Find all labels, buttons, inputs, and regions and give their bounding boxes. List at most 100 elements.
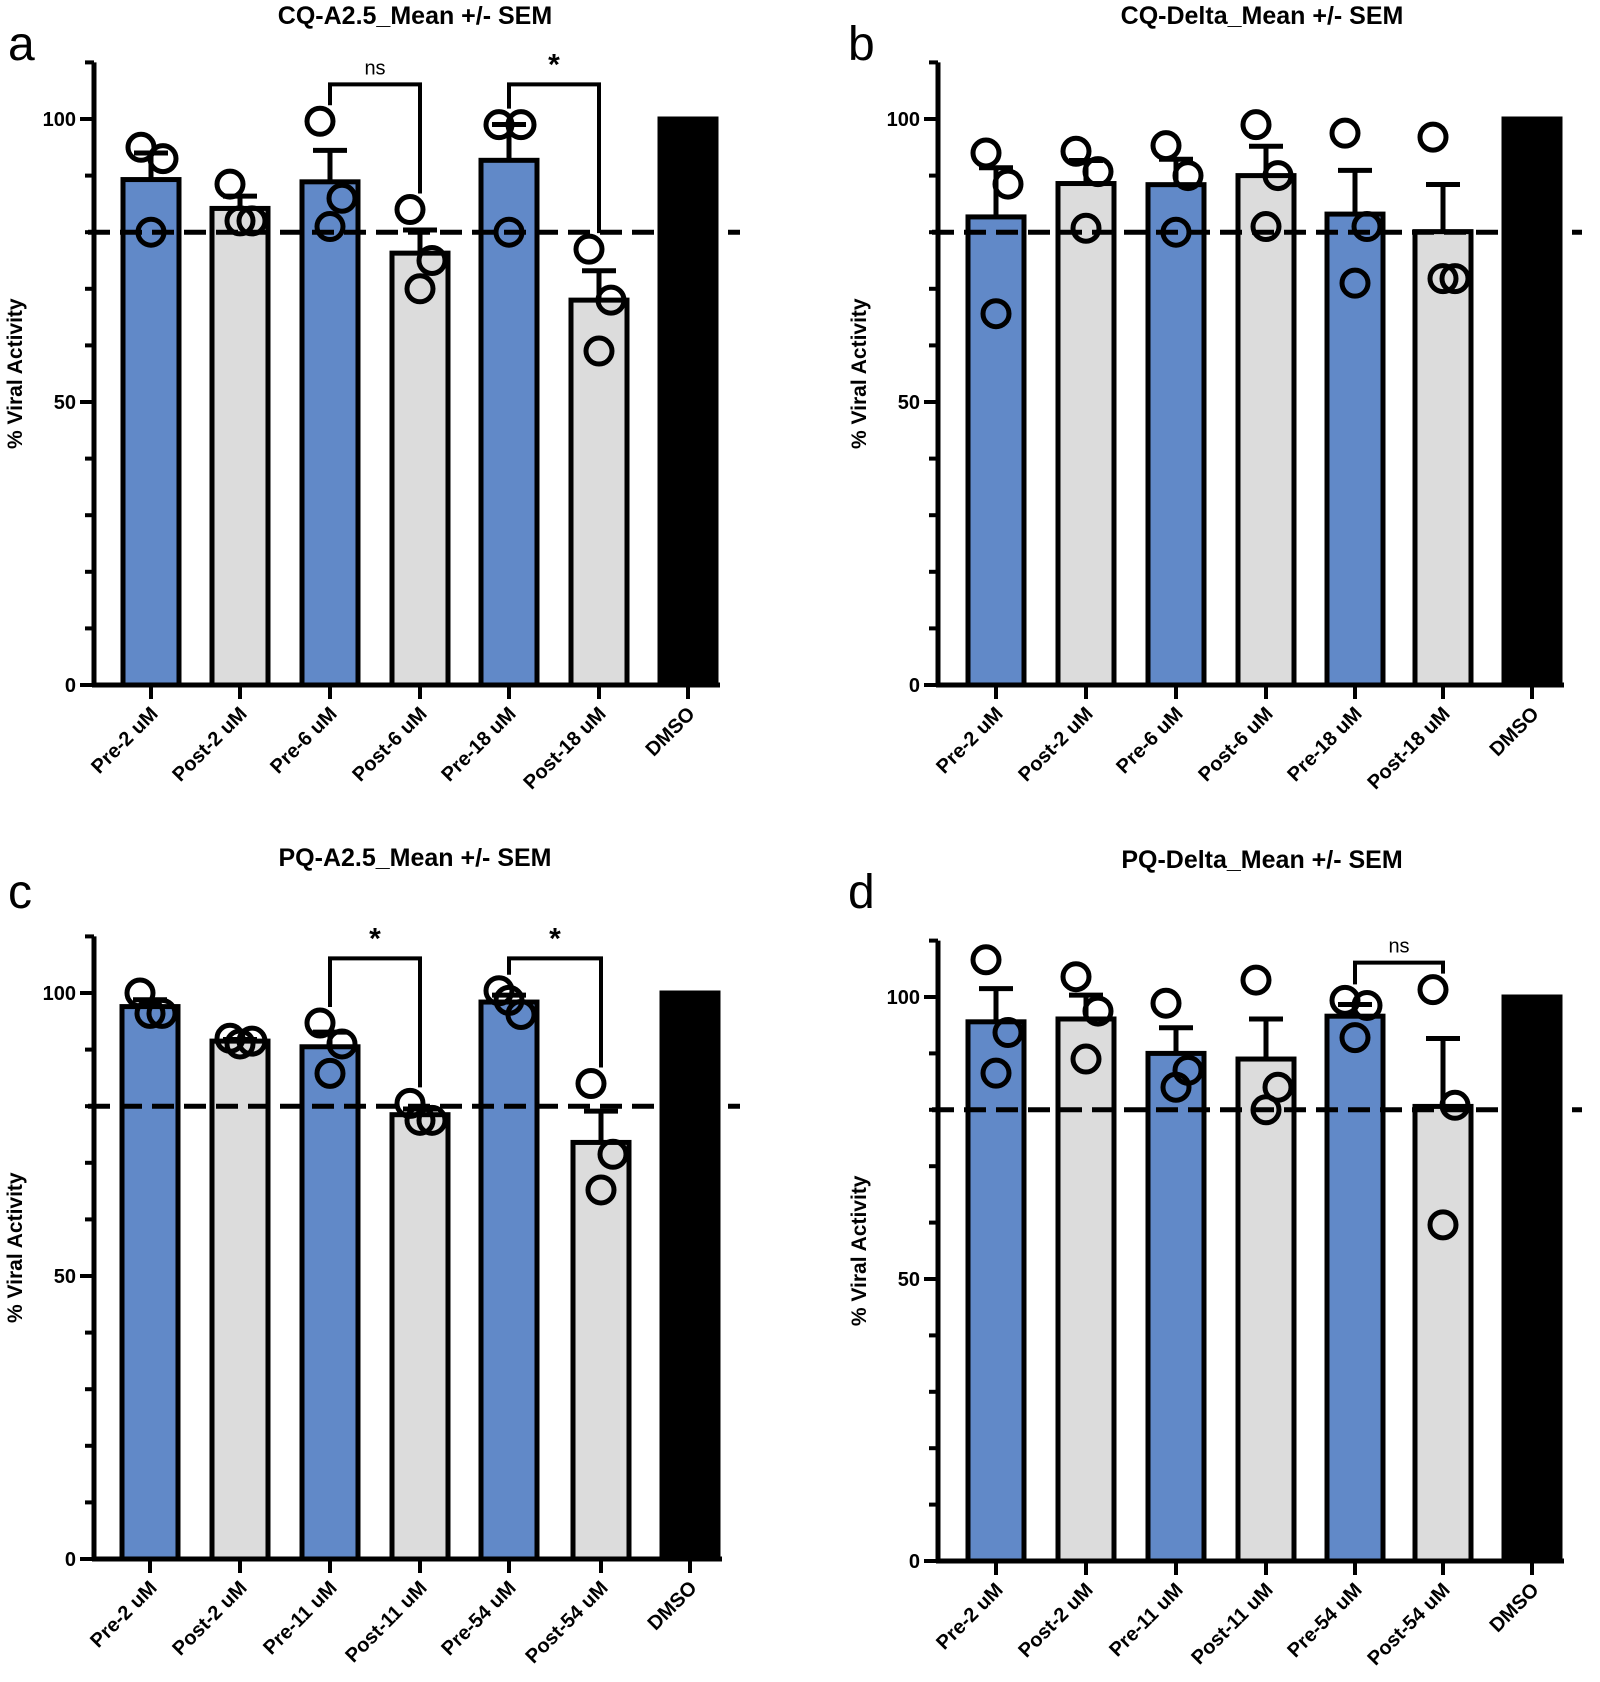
bar-pre: [965, 214, 1027, 688]
data-point: [314, 1057, 346, 1089]
x-tick-label: Post-18 uM: [520, 703, 611, 794]
significance-label: ns: [1388, 936, 1409, 958]
x-tick-label: DMSO: [642, 703, 700, 761]
bar-pre: [1324, 1013, 1386, 1564]
y-tick-label: 50: [54, 392, 76, 414]
data-point: [1240, 964, 1272, 996]
significance-label: *: [549, 922, 561, 955]
bar-pre: [1324, 211, 1386, 688]
x-tick-label: Post-6 uM: [1194, 703, 1277, 786]
bar-pre: [478, 157, 540, 688]
bar-post: [1235, 173, 1297, 688]
data-point: [394, 194, 426, 226]
bar-pre: [120, 177, 182, 688]
x-tick-label: Post-2 uM: [168, 703, 251, 786]
data-point: [505, 109, 537, 141]
y-tick-label: 0: [65, 675, 76, 697]
bar-post: [1055, 1016, 1117, 1564]
data-point: [134, 997, 166, 1029]
data-point: [970, 944, 1002, 976]
data-point: [1417, 121, 1449, 153]
x-tick-label: Post-2 uM: [168, 1577, 251, 1660]
data-point: [1150, 130, 1182, 162]
y-tick-label: 100: [887, 109, 920, 131]
y-tick-label: 0: [909, 1551, 920, 1573]
bar-control: [1501, 116, 1563, 688]
data-point: [326, 1028, 358, 1060]
significance-label: *: [548, 48, 560, 81]
data-point: [1339, 1022, 1371, 1054]
data-point: [992, 168, 1024, 200]
x-tick-label: Post-2 uM: [1014, 1579, 1097, 1662]
bar-post: [1412, 229, 1474, 688]
x-tick-label: DMSO: [644, 1577, 702, 1635]
y-tick-label: 0: [909, 675, 920, 697]
bar-post: [1235, 1056, 1297, 1564]
bar-post: [389, 250, 451, 688]
data-point: [1329, 984, 1361, 1016]
x-tick-label: DMSO: [1486, 1579, 1544, 1637]
chart-title: CQ-A2.5_Mean +/- SEM: [278, 2, 552, 30]
panel-d: d PQ-Delta_Mean +/- SEM % Viral Activity 0 5…: [848, 846, 1582, 1670]
data-point: [1070, 1043, 1102, 1075]
data-point: [314, 211, 346, 243]
panel-letter: a: [8, 18, 35, 71]
chart-title: PQ-Delta_Mean +/- SEM: [1121, 846, 1402, 874]
data-point: [583, 335, 615, 367]
data-point: [147, 143, 179, 175]
chart-title: CQ-Delta_Mean +/- SEM: [1121, 2, 1404, 30]
x-tick-label: Post-54 uM: [1364, 1579, 1455, 1670]
bar-pre: [478, 999, 540, 1562]
data-point: [970, 137, 1002, 169]
x-tick-label: Post-54 uM: [522, 1577, 613, 1668]
data-point: [214, 168, 246, 200]
y-axis-label: % Viral Activity: [4, 298, 27, 449]
panel-letter: d: [848, 866, 875, 919]
y-tick-label: 100: [43, 983, 76, 1005]
y-tick-label: 100: [887, 987, 920, 1009]
panel-letter: b: [848, 18, 875, 71]
bar-control: [659, 990, 721, 1562]
bar-post: [209, 1038, 271, 1562]
data-point: [1439, 1089, 1471, 1121]
y-axis-label: % Viral Activity: [848, 1175, 871, 1326]
significance-bracket: [328, 82, 422, 194]
bar-pre: [299, 179, 361, 688]
data-point: [1351, 989, 1383, 1021]
data-point: [224, 205, 256, 237]
y-tick-label: 0: [65, 1549, 76, 1571]
data-point: [1150, 987, 1182, 1019]
x-tick-label: Pre-2 uM: [86, 1577, 161, 1652]
data-point: [304, 105, 336, 137]
data-point: [1240, 109, 1272, 141]
y-tick-label: 50: [54, 1266, 76, 1288]
bar-pre: [965, 1019, 1027, 1564]
data-point: [1172, 160, 1204, 192]
x-tick-label: Post-11 uM: [1187, 1579, 1277, 1669]
data-point: [416, 245, 448, 276]
data-point: [1060, 961, 1092, 993]
y-tick-label: 50: [898, 1269, 920, 1291]
data-point: [597, 1138, 629, 1170]
bar-control: [1501, 994, 1563, 1564]
data-point: [1339, 267, 1371, 299]
bar-control: [657, 116, 719, 688]
x-tick-label: Post-11 uM: [341, 1577, 431, 1667]
data-point: [404, 273, 436, 305]
data-point: [326, 182, 358, 214]
y-axis-label: % Viral Activity: [4, 1172, 27, 1323]
x-tick-label: Pre-54 uM: [1283, 1579, 1366, 1662]
x-tick-label: Pre-2 uM: [932, 703, 1007, 778]
bar-pre: [1145, 1050, 1207, 1564]
data-point: [980, 298, 1012, 330]
x-tick-label: Pre-6 uM: [1112, 703, 1187, 778]
data-point: [224, 1028, 256, 1060]
data-point: [416, 1104, 448, 1136]
bar-post: [389, 1112, 451, 1562]
data-point: [483, 109, 515, 141]
panel-b: b CQ-Delta_Mean +/- SEM % Viral Activity 0 5…: [848, 2, 1582, 794]
significance-bracket: [1353, 960, 1445, 985]
data-point: [980, 1057, 1012, 1089]
data-point: [1329, 117, 1361, 149]
